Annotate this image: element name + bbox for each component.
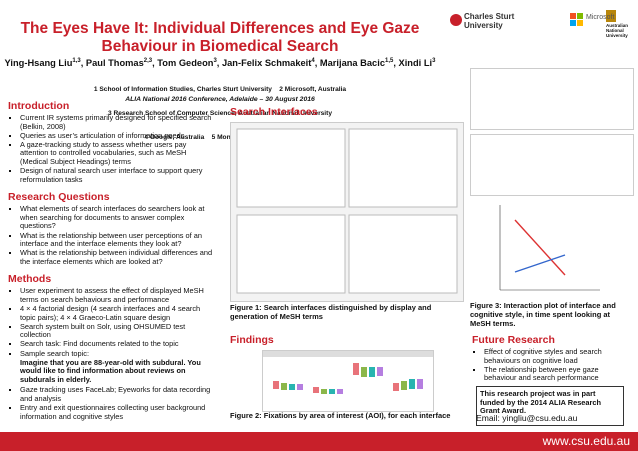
title-line: The Eyes Have It: Individual Differences… [20,20,420,37]
figure-3-art [499,205,600,291]
figure-3 [490,200,610,300]
funding: This research project was in part funded… [480,389,602,416]
bullet: Effect of cognitive styles and search be… [484,347,632,365]
logo-microsoft: Microsoft [586,14,615,21]
figure-caption: Figure 3: Interaction plot of interface … [470,301,616,328]
author-name: Jan-Felix Schmakeit [221,58,312,69]
title-line: Behaviour in Biomedical Search [101,38,339,55]
table-2 [470,134,634,196]
bullet-list: Gaze tracking uses FaceLab; Eyeworks for… [8,386,216,421]
left-column: Introduction Current IR systems primaril… [8,100,216,422]
affiliation: 3 Research School of Computer Science, A… [107,110,332,117]
bullet-list: User experiment to assess the effect of … [8,287,216,358]
bullet: A gaze-tracking study to assess whether … [20,140,216,167]
section-heading: Research Questions [8,191,110,204]
bullet: Design of natural search user interface … [20,166,216,184]
bullet: What is the relationship between user pe… [20,231,216,249]
bullet-list: Effect of cognitive styles and search be… [472,347,632,383]
affiliation: 1 School of Information Studies, Charles… [93,86,347,93]
bullet: Search task: Find documents related to t… [20,340,216,349]
bullet-list: What elements of search interfaces do se… [8,204,216,266]
title: The Eyes Have It: Individual Differences… [0,20,440,56]
author-affiliation: 2,3 [143,58,153,64]
logos: Charles Sturt University Microsoft Austr… [448,8,634,46]
logo-anu: Australian National University [606,23,629,38]
author-name: Tom Gedeon [157,58,214,69]
bullet: Entry and exit questionnaires collecting… [20,403,216,421]
bullet: Search system built on Solr, using OHSUM… [20,322,216,340]
bullet: Gaze tracking uses FaceLab; Eyeworks for… [20,386,216,403]
figure-2-art [263,351,433,394]
bullet: Queries as user’s articulation of inform… [20,131,216,141]
author-affiliation: 3 [213,58,217,64]
funding-box: This research project was in part funded… [476,386,624,426]
figure-caption: Figure 1: Search interfaces distinguishe… [230,303,432,321]
author-affiliation: 1,5 [385,58,394,64]
author-name: Marijana Bacic [319,58,385,69]
figure-1 [230,122,464,302]
conference: ALIA National 2016 Conference, Adelaide … [125,96,315,103]
author-name: Paul Thomas [85,58,144,69]
email: Email: yingliu@csu.edu.au [476,413,578,423]
footer-bar: www.csu.edu.au [0,432,638,451]
author-affiliation: 1,3 [72,58,81,64]
section-heading: Findings [230,334,274,346]
figure-caption: Figure 2: Fixations by area of interest … [230,411,451,420]
bullet: Sample search topic: [20,349,216,359]
section-heading: Introduction [8,100,70,112]
bullet: What is the relationship between individ… [20,248,216,266]
figure-2 [262,350,434,412]
section-heading: Methods [8,273,52,286]
future-research: Future Research Effect of cognitive styl… [472,334,632,383]
bullet: What elements of search interfaces do se… [20,204,216,231]
logo-art [450,10,616,26]
scenario: Imagine that you are 88-year-old with su… [20,357,201,384]
figure-1-art [236,128,458,294]
author-name: Ying-Hsang Liu [4,58,73,69]
author-affiliation: 3 [432,58,436,64]
bullet-list: Current IR systems primarily designed fo… [8,113,216,184]
author-affiliation: 4 [311,58,315,64]
bullet: User experiment to assess the effect of … [20,287,216,304]
section-heading: Future Research [472,334,555,346]
logo-csu: Charles Sturt University [464,12,515,30]
author-name: Xindi Li [398,58,433,69]
section-heading: Search Interfaces [230,106,318,118]
footer-url: www.csu.edu.au [542,434,630,448]
bullet: 4 × 4 factorial design (4 search interfa… [20,304,216,322]
authors: Ying-Hsang Liu1,3, Paul Thomas2,3, Tom G… [4,58,436,69]
bullet: Current IR systems primarily designed fo… [20,113,216,131]
table-1 [470,68,634,130]
bullet: The relationship between eye gaze behavi… [484,365,632,383]
